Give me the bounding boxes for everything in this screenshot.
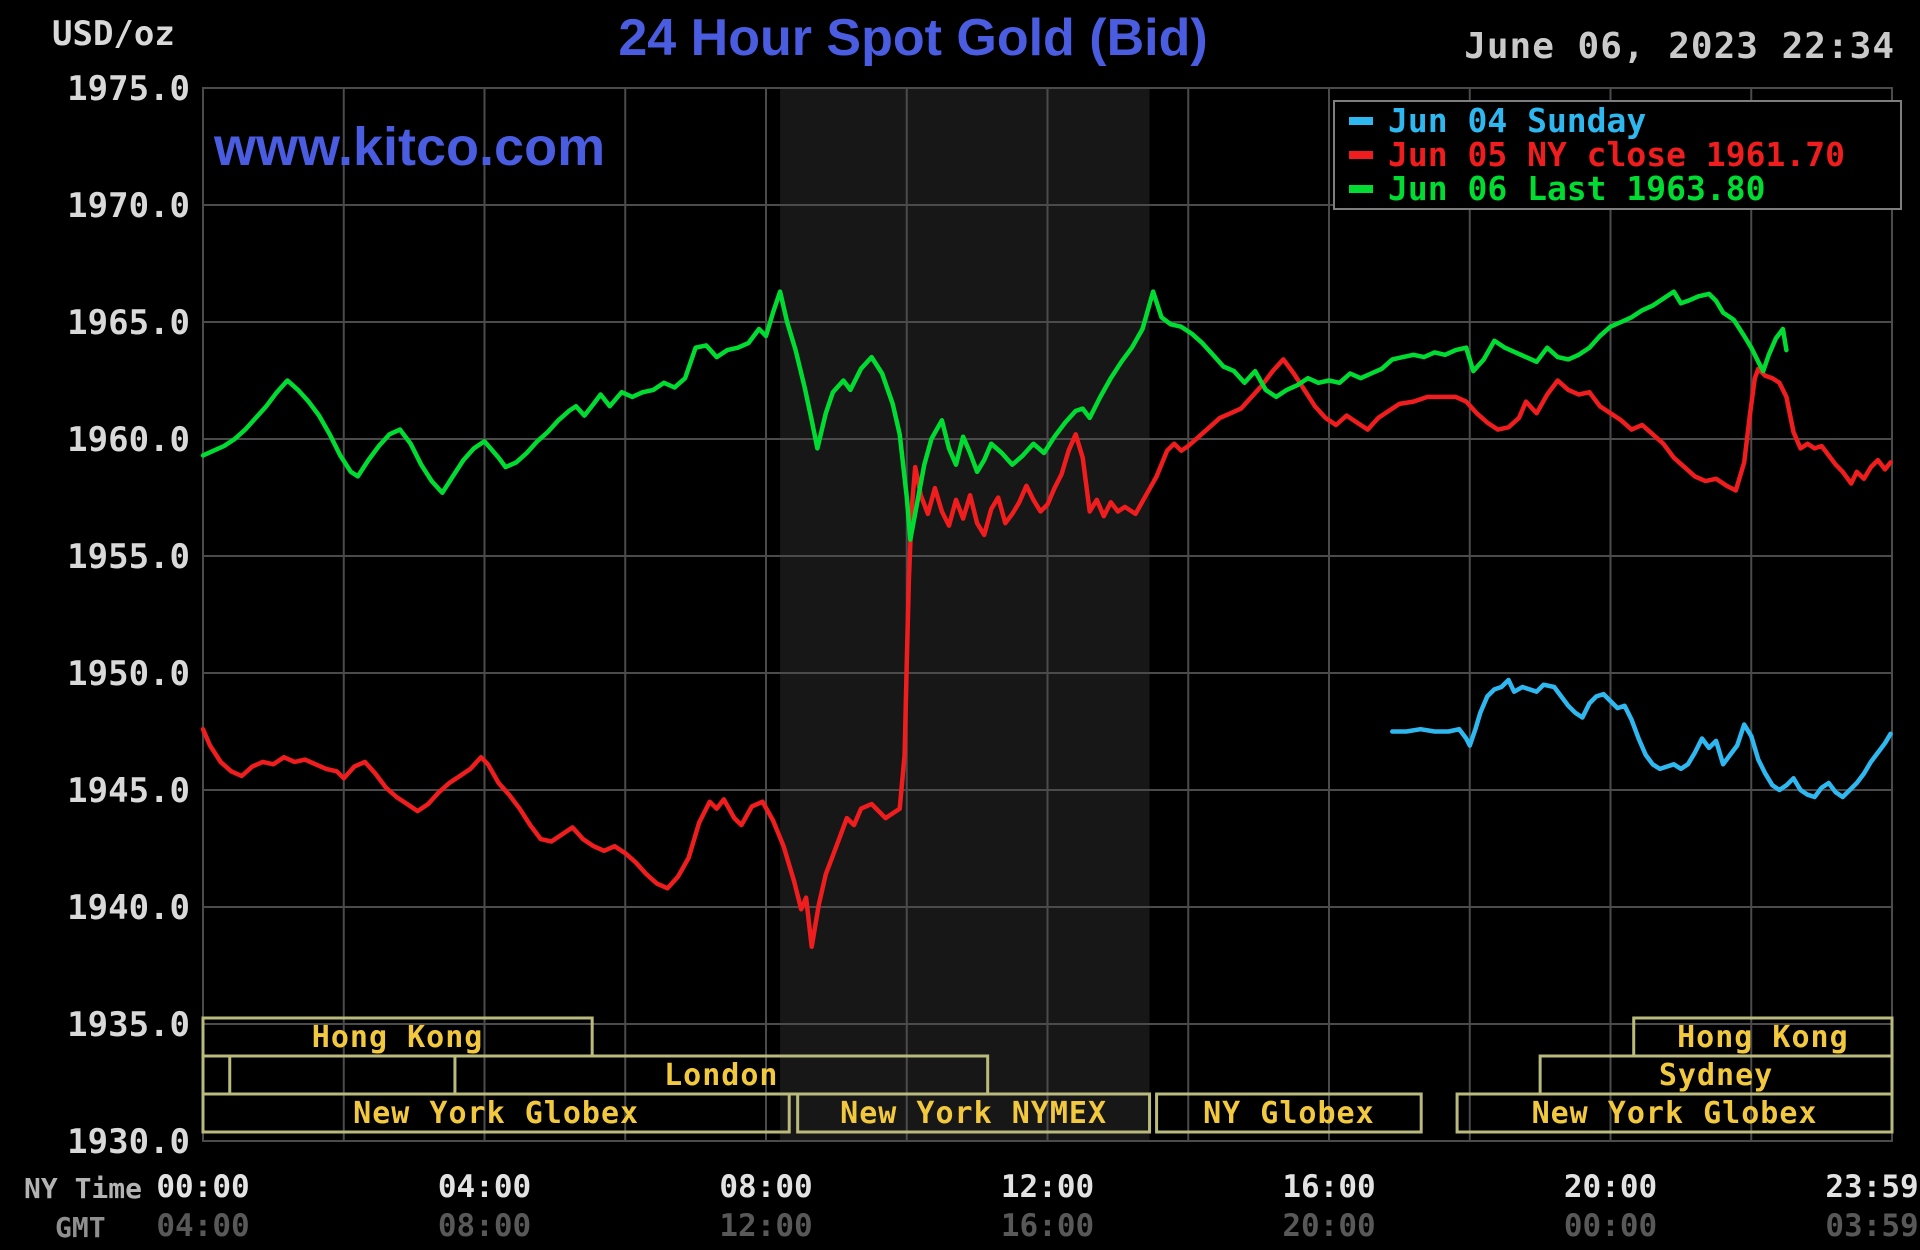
y-tick-label: 1970.0 — [67, 186, 190, 226]
x-tick-label-gmt: 20:00 — [1282, 1208, 1375, 1244]
series-line — [1390, 677, 1893, 800]
x-tick-label-ny: 12:00 — [1001, 1169, 1094, 1205]
x-tick-label-ny: 00:00 — [156, 1169, 249, 1205]
series-line — [200, 289, 1789, 542]
session-label: NY Globex — [1203, 1096, 1375, 1131]
session-label: New York NYMEX — [840, 1096, 1107, 1131]
x-tick-label-ny: 16:00 — [1282, 1169, 1375, 1205]
x-tick-label-gmt: 04:00 — [156, 1208, 249, 1244]
session-bar — [1155, 1092, 1423, 1134]
legend-row-jun06: Jun 06 Last 1963.80 — [1335, 172, 1900, 206]
chart-timestamp: June 06, 2023 22:34 — [1464, 26, 1895, 67]
y-tick-label: 1955.0 — [67, 537, 190, 577]
x-tick-label-gmt: 00:00 — [1564, 1208, 1657, 1244]
kitco-watermark: www.kitco.com — [214, 117, 606, 177]
session-label: Sydney — [1659, 1058, 1773, 1093]
nymex-session-band — [780, 88, 1150, 1141]
session-label: New York Globex — [1532, 1096, 1818, 1131]
chart-title: 24 Hour Spot Gold (Bid) — [618, 9, 1208, 67]
session-label: Hong Kong — [312, 1020, 484, 1055]
y-tick-label: 1945.0 — [67, 771, 190, 811]
series-line — [200, 357, 1893, 950]
plot-border — [202, 87, 1893, 1142]
x-tick-label-ny: 04:00 — [438, 1169, 531, 1205]
x-tick-label-ny: 08:00 — [719, 1169, 812, 1205]
legend-dash-icon — [1349, 117, 1373, 125]
legend-label: Jun 04 Sunday — [1388, 101, 1647, 140]
legend-row-jun04: Jun 04 Sunday — [1335, 104, 1900, 138]
x-tick-label-ny: 20:00 — [1564, 1169, 1657, 1205]
session-bar — [796, 1092, 1152, 1134]
x-tick-label-gmt: 16:00 — [1001, 1208, 1094, 1244]
session-label: Hong Kong — [1677, 1020, 1849, 1055]
x-tick-label-gmt: 12:00 — [719, 1208, 812, 1244]
x-tick-label-gmt: 03:59 — [1825, 1208, 1918, 1244]
legend-label: Jun 06 Last 1963.80 — [1388, 169, 1766, 208]
y-tick-label: 1930.0 — [67, 1122, 190, 1162]
legend-label: Jun 05 NY close 1961.70 — [1388, 135, 1845, 174]
legend-dash-icon — [1349, 151, 1373, 159]
session-label: New York Globex — [353, 1096, 639, 1131]
legend-row-jun05: Jun 05 NY close 1961.70 — [1335, 138, 1900, 172]
legend-dash-icon — [1349, 185, 1373, 193]
y-tick-label: 1950.0 — [67, 654, 190, 694]
x-axis-caption-gmt: GMT — [55, 1211, 106, 1244]
y-tick-label: 1960.0 — [67, 420, 190, 460]
y-axis-unit-label: USD/oz — [52, 14, 175, 54]
y-tick-label: 1935.0 — [67, 1005, 190, 1045]
session-bar — [1455, 1092, 1894, 1134]
x-axis-caption-ny-time: NY Time — [24, 1172, 143, 1205]
session-bar — [201, 1092, 791, 1134]
y-tick-label: 1975.0 — [67, 69, 190, 109]
y-tick-label: 1965.0 — [67, 303, 190, 343]
session-label: London — [664, 1058, 778, 1093]
x-tick-label-ny: 23:59 — [1825, 1169, 1918, 1205]
x-tick-label-gmt: 08:00 — [438, 1208, 531, 1244]
y-tick-label: 1940.0 — [67, 888, 190, 928]
legend: Jun 04 Sunday Jun 05 NY close 1961.70 Ju… — [1333, 100, 1902, 210]
session-bar — [201, 1016, 594, 1058]
